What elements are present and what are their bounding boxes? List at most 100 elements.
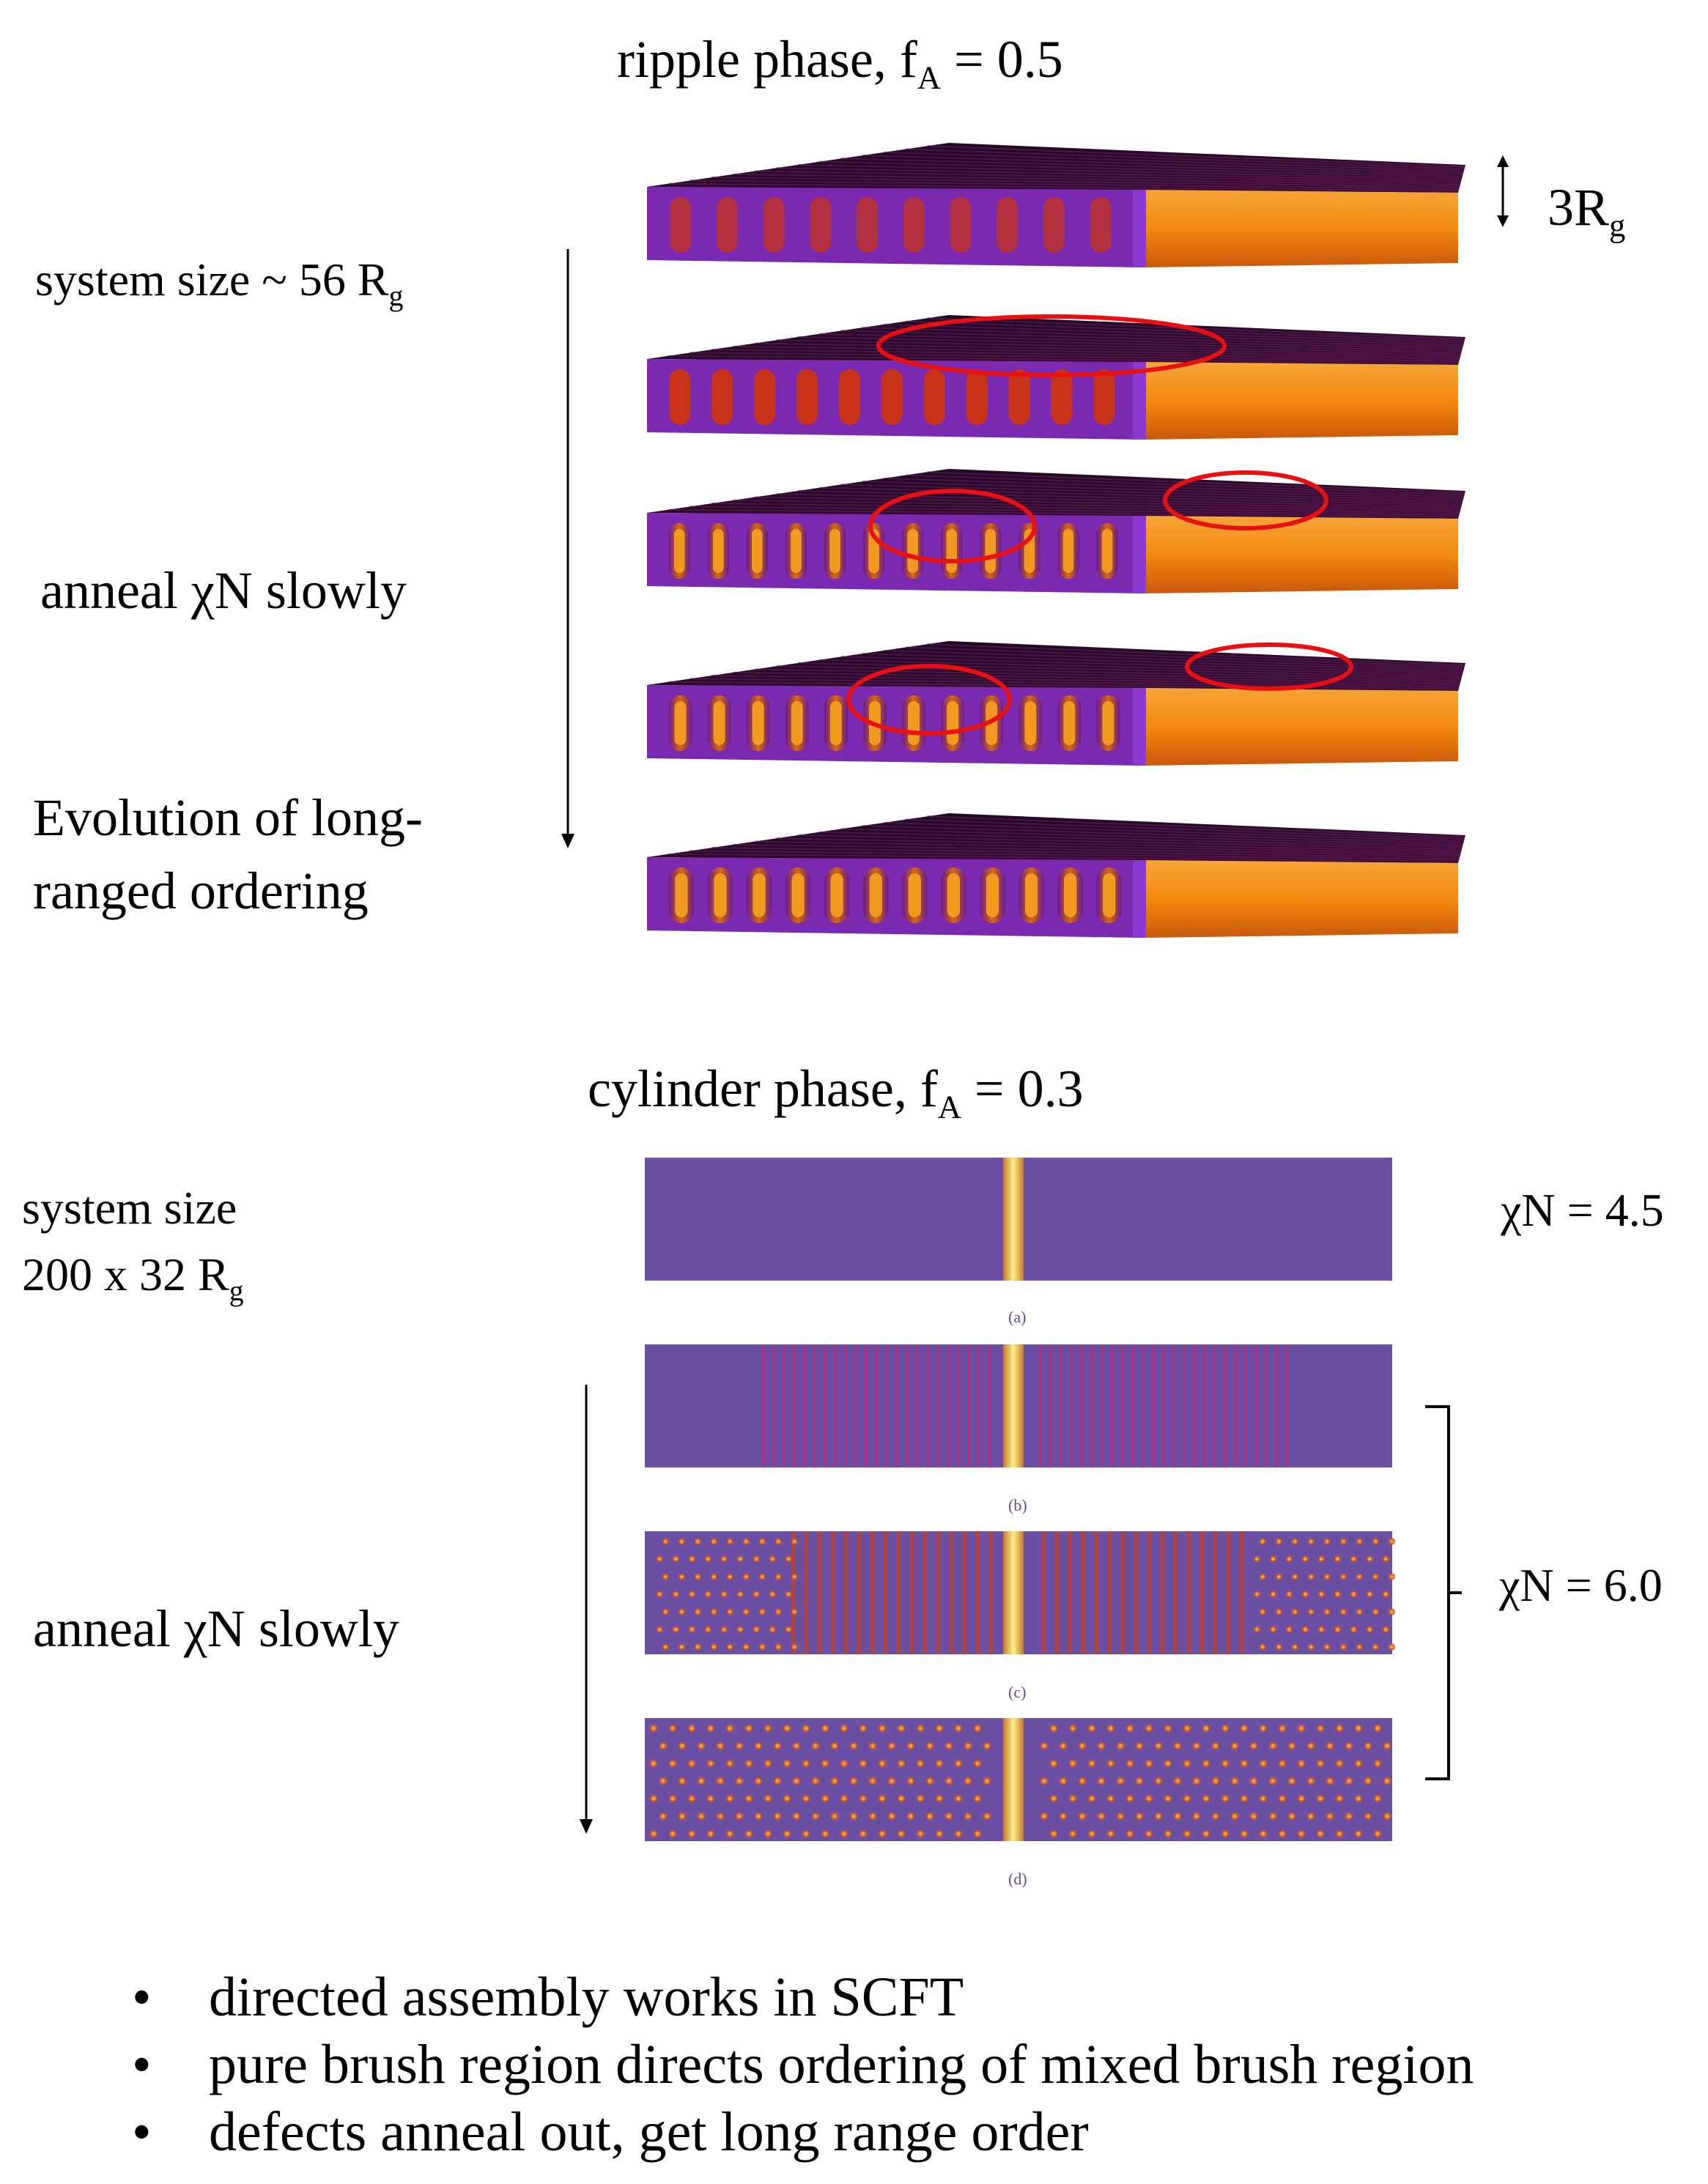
band-dot bbox=[1277, 1758, 1287, 1769]
band-dot bbox=[1317, 1555, 1326, 1563]
slab-column bbox=[711, 369, 733, 425]
band-dot bbox=[963, 1741, 973, 1751]
band-stripe bbox=[857, 1531, 861, 1654]
band-stripe bbox=[1111, 1344, 1114, 1467]
band-dot bbox=[1365, 1555, 1375, 1563]
bullet-item-2: pure brush region directs ordering of mi… bbox=[132, 2031, 1474, 2098]
band-stripe bbox=[1090, 1344, 1093, 1467]
slab-column bbox=[950, 197, 972, 253]
band-dot bbox=[820, 1758, 830, 1769]
band-dot bbox=[925, 1811, 935, 1821]
band-dot bbox=[1296, 1723, 1306, 1733]
band-dot bbox=[1106, 1723, 1116, 1733]
slab-top-stripe bbox=[668, 853, 1459, 862]
band-dot bbox=[668, 1723, 678, 1733]
slab-column bbox=[810, 197, 832, 253]
cylinder-band-b bbox=[645, 1344, 1392, 1467]
band-stripe bbox=[947, 1344, 950, 1467]
band-dot bbox=[868, 1776, 878, 1786]
band-dot bbox=[709, 1572, 719, 1581]
band-dot bbox=[1220, 1723, 1230, 1733]
slab-column-core bbox=[1024, 873, 1038, 917]
slab-top-stripe bbox=[906, 646, 1465, 668]
band-dot bbox=[725, 1794, 735, 1804]
band-dot bbox=[1163, 1723, 1173, 1733]
band-dot bbox=[934, 1758, 944, 1769]
slab-side-face bbox=[1143, 190, 1458, 267]
band-dot bbox=[790, 1607, 799, 1616]
band-dot bbox=[849, 1741, 859, 1751]
system-size-cylinder-line1: system size bbox=[22, 1182, 237, 1234]
band-dot bbox=[1230, 1741, 1240, 1751]
band-dot bbox=[1349, 1590, 1358, 1599]
cylinder-band-a bbox=[645, 1158, 1392, 1281]
band-pure-brush-stripe bbox=[1003, 1344, 1024, 1467]
slab-top-stripe bbox=[690, 850, 1460, 860]
band-stripe bbox=[834, 1344, 837, 1467]
band-dot bbox=[734, 1741, 744, 1751]
band-dot bbox=[774, 1537, 783, 1546]
slab-top-stripe bbox=[797, 336, 1463, 352]
thickness-label: 3Rg bbox=[1548, 178, 1626, 244]
band-dot bbox=[1290, 1643, 1300, 1651]
down-arrow-bottom bbox=[580, 1385, 593, 1834]
band-dot bbox=[1049, 1723, 1059, 1733]
band-dot bbox=[661, 1607, 670, 1616]
band-stripe bbox=[936, 1531, 940, 1654]
band-dot bbox=[896, 1723, 906, 1733]
band-dot bbox=[1371, 1537, 1380, 1546]
band-dot bbox=[887, 1811, 897, 1821]
band-dot bbox=[1115, 1741, 1125, 1751]
band-dot bbox=[1201, 1794, 1211, 1804]
evolution-label-line1: Evolution of long- bbox=[33, 788, 423, 847]
band-stripe bbox=[1049, 1344, 1052, 1467]
band-dot bbox=[763, 1758, 773, 1769]
band-dot bbox=[1210, 1776, 1221, 1786]
band-dot bbox=[1125, 1723, 1135, 1733]
band-dot bbox=[753, 1776, 764, 1786]
band-dot bbox=[1317, 1625, 1326, 1634]
slab-side-face bbox=[1143, 688, 1458, 766]
slab-top-stripe bbox=[776, 339, 1462, 354]
band-dot bbox=[1315, 1829, 1326, 1839]
band-stripe bbox=[1213, 1344, 1216, 1467]
band-dot bbox=[677, 1776, 687, 1786]
band-stripe bbox=[1224, 1344, 1227, 1467]
band-stripe bbox=[1174, 1531, 1178, 1654]
ripple-slab-3 bbox=[647, 469, 1465, 593]
band-dot bbox=[877, 1794, 887, 1804]
slab-column-core bbox=[947, 873, 961, 917]
band-dot bbox=[877, 1829, 887, 1839]
band-stripe bbox=[923, 1531, 927, 1654]
band-stripe bbox=[865, 1344, 868, 1467]
band-dot bbox=[1353, 1794, 1364, 1804]
band-dot bbox=[915, 1829, 925, 1839]
band-dot bbox=[896, 1758, 906, 1769]
slab-column bbox=[839, 369, 861, 425]
slab-top-stripe bbox=[840, 158, 1463, 176]
band-dot bbox=[839, 1794, 849, 1804]
band-dot bbox=[790, 1537, 799, 1546]
slab-top-stripe bbox=[668, 681, 1459, 690]
slab-column-core bbox=[791, 873, 805, 917]
band-dot bbox=[1106, 1794, 1116, 1804]
band-dot bbox=[1182, 1794, 1192, 1804]
anneal-label-top: anneal χN slowly bbox=[40, 561, 407, 620]
band-dot bbox=[1087, 1758, 1097, 1769]
band-dot bbox=[839, 1829, 849, 1839]
band-dot bbox=[1172, 1776, 1183, 1786]
defect-ellipse-2 bbox=[868, 489, 1037, 563]
caption-c: (c) bbox=[1008, 1683, 1027, 1701]
slab-column-core bbox=[908, 873, 921, 917]
band-dot bbox=[661, 1537, 670, 1546]
band-dot bbox=[753, 1811, 764, 1821]
ripple-slab-1 bbox=[647, 143, 1465, 267]
band-dot bbox=[744, 1758, 754, 1769]
band-dot bbox=[744, 1794, 754, 1804]
band-dot bbox=[1306, 1741, 1316, 1751]
band-stripe bbox=[1203, 1344, 1206, 1467]
band-dot bbox=[1387, 1537, 1397, 1546]
band-dot bbox=[1333, 1590, 1342, 1599]
band-stripe bbox=[1080, 1344, 1083, 1467]
band-dot bbox=[810, 1811, 821, 1821]
